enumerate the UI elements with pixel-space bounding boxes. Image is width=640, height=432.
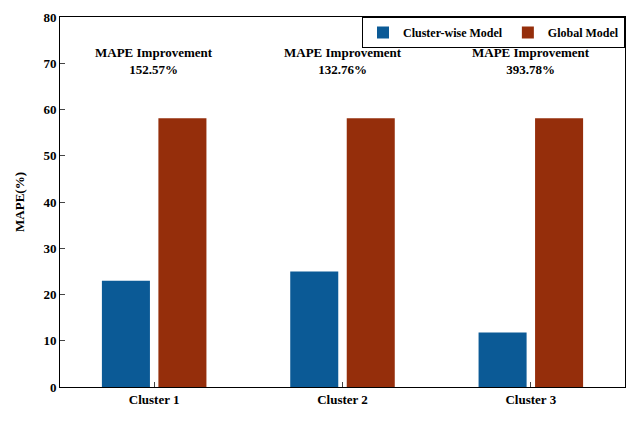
svg-text:MAPE(%): MAPE(%): [12, 172, 27, 232]
svg-text:10: 10: [43, 333, 56, 348]
svg-text:40: 40: [43, 195, 56, 210]
svg-text:Cluster 1: Cluster 1: [129, 392, 180, 407]
svg-text:20: 20: [43, 287, 56, 302]
svg-text:Cluster 3: Cluster 3: [505, 392, 556, 407]
svg-text:Global Model: Global Model: [548, 26, 619, 40]
svg-text:80: 80: [43, 10, 56, 25]
svg-text:MAPE Improvement393.78%: MAPE Improvement393.78%: [472, 45, 590, 77]
svg-text:Cluster-wise Model: Cluster-wise Model: [403, 26, 503, 40]
svg-text:70: 70: [43, 56, 56, 71]
svg-text:60: 60: [43, 102, 56, 117]
svg-text:MAPE Improvement132.76%: MAPE Improvement132.76%: [284, 45, 402, 77]
svg-text:50: 50: [43, 148, 56, 163]
svg-text:0: 0: [50, 380, 57, 395]
svg-text:30: 30: [43, 241, 56, 256]
svg-text:MAPE Improvement152.57%: MAPE Improvement152.57%: [95, 45, 213, 77]
svg-text:Cluster 2: Cluster 2: [317, 392, 368, 407]
